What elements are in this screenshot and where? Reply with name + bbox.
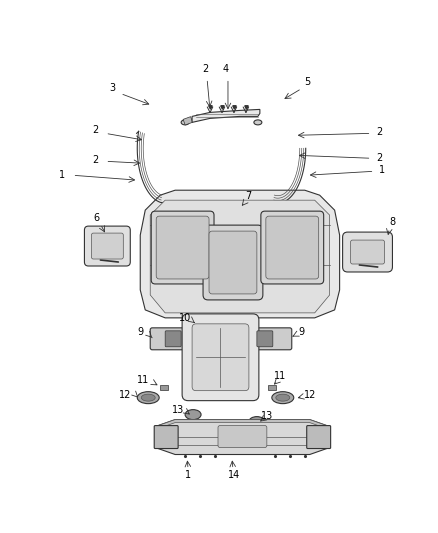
Text: 8: 8	[389, 217, 396, 227]
FancyBboxPatch shape	[261, 211, 324, 284]
Text: 2: 2	[92, 155, 99, 165]
FancyBboxPatch shape	[165, 331, 181, 347]
FancyBboxPatch shape	[256, 328, 292, 350]
Text: 2: 2	[202, 63, 208, 74]
FancyBboxPatch shape	[154, 425, 178, 449]
FancyBboxPatch shape	[203, 225, 263, 300]
FancyBboxPatch shape	[307, 425, 331, 449]
Text: 1: 1	[185, 471, 191, 480]
Text: 10: 10	[179, 313, 191, 323]
Text: 7: 7	[245, 191, 251, 201]
Text: 5: 5	[304, 77, 311, 87]
Ellipse shape	[276, 394, 290, 401]
FancyBboxPatch shape	[182, 314, 259, 401]
Ellipse shape	[254, 120, 262, 125]
FancyBboxPatch shape	[150, 328, 186, 350]
Ellipse shape	[141, 394, 155, 401]
FancyBboxPatch shape	[85, 226, 130, 266]
FancyBboxPatch shape	[343, 232, 392, 272]
Ellipse shape	[137, 392, 159, 403]
Text: 2: 2	[376, 154, 383, 163]
Bar	[268, 385, 276, 390]
FancyBboxPatch shape	[266, 216, 319, 279]
FancyBboxPatch shape	[350, 240, 385, 264]
Ellipse shape	[249, 417, 265, 426]
Bar	[183, 117, 193, 125]
FancyBboxPatch shape	[257, 331, 273, 347]
FancyBboxPatch shape	[151, 211, 214, 284]
Text: 3: 3	[109, 84, 115, 93]
Ellipse shape	[272, 392, 294, 403]
Text: 1: 1	[60, 170, 66, 180]
Text: 12: 12	[119, 390, 131, 400]
FancyBboxPatch shape	[92, 233, 124, 259]
FancyBboxPatch shape	[218, 425, 267, 448]
Polygon shape	[150, 200, 330, 313]
Text: 4: 4	[223, 63, 229, 74]
Ellipse shape	[181, 120, 189, 125]
Text: 11: 11	[137, 375, 149, 385]
Text: 13: 13	[172, 405, 184, 415]
Text: 1: 1	[379, 165, 385, 175]
Text: 2: 2	[92, 125, 99, 135]
FancyBboxPatch shape	[192, 324, 249, 391]
Polygon shape	[155, 419, 330, 455]
Polygon shape	[140, 190, 339, 318]
Text: 11: 11	[274, 371, 286, 381]
FancyBboxPatch shape	[156, 216, 209, 279]
Text: 14: 14	[228, 471, 240, 480]
Text: 9: 9	[137, 327, 143, 337]
Polygon shape	[155, 419, 330, 430]
Text: 12: 12	[304, 390, 316, 400]
Bar	[160, 385, 168, 390]
Ellipse shape	[185, 410, 201, 419]
Text: 2: 2	[376, 127, 383, 138]
Text: 6: 6	[93, 213, 99, 223]
Text: 9: 9	[299, 327, 305, 337]
Polygon shape	[192, 109, 260, 123]
FancyBboxPatch shape	[209, 231, 257, 294]
Text: 13: 13	[261, 410, 273, 421]
